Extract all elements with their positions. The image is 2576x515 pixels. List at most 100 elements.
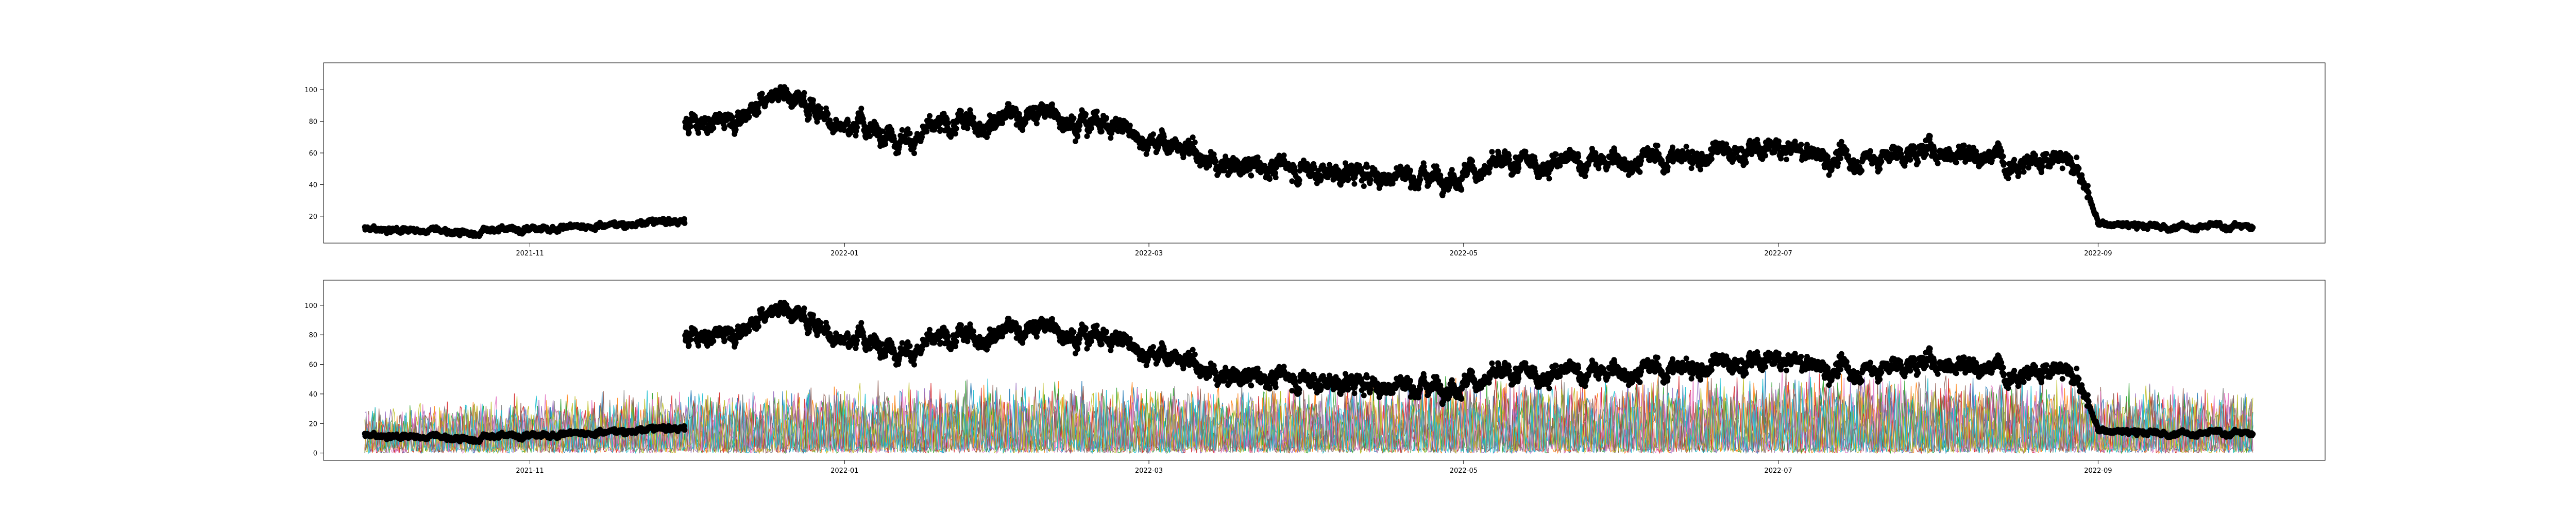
- top-data-point: [1698, 166, 1704, 173]
- top-data-point: [958, 108, 964, 114]
- top-data-point: [2059, 165, 2065, 171]
- top-data-point: [945, 120, 951, 126]
- top-data-point: [1867, 148, 1873, 154]
- top-data-point: [2005, 175, 2011, 181]
- top-data-point: [907, 130, 913, 136]
- top-data-point: [688, 124, 694, 129]
- x-tick-label: 2022-01: [831, 250, 858, 258]
- top-data-point: [825, 111, 831, 117]
- top-data-point: [1407, 167, 1413, 174]
- top-data-point: [1776, 138, 1782, 144]
- top-data-point: [746, 114, 752, 120]
- top-data-point: [806, 112, 812, 118]
- top-data-point: [841, 127, 847, 133]
- top-data-point: [999, 120, 1005, 126]
- top-data-point: [1255, 154, 1261, 160]
- top-data-point: [927, 113, 933, 119]
- top-data-point: [1907, 157, 1913, 163]
- top-data-point: [1449, 167, 1455, 173]
- top-data-point: [1637, 169, 1643, 175]
- top-data-point: [1708, 156, 1715, 162]
- top-data-point: [1878, 159, 1885, 165]
- top-data-point: [1665, 164, 1671, 170]
- top-data-point: [953, 131, 959, 137]
- top-data-point: [710, 125, 717, 131]
- top-scatter-points: [362, 84, 2256, 239]
- top-data-point: [1762, 152, 1769, 159]
- y-tick-label: 20: [309, 213, 317, 221]
- top-data-point: [883, 141, 889, 147]
- top-data-point: [1364, 164, 1370, 170]
- top-data-point: [1150, 131, 1156, 138]
- top-data-point: [971, 114, 977, 121]
- top-data-point: [2076, 165, 2082, 171]
- top-data-point: [1459, 187, 1465, 193]
- top-data-point: [1838, 156, 1844, 162]
- top-data-point: [2016, 170, 2022, 176]
- top-data-point: [1094, 108, 1100, 114]
- top-data-point: [854, 124, 860, 130]
- top-data-point: [2250, 225, 2256, 231]
- top-data-point: [1877, 166, 1883, 172]
- top-data-point: [2000, 153, 2006, 160]
- top-data-point: [1553, 151, 1559, 157]
- top-data-point: [1212, 158, 1218, 164]
- top-data-point: [1190, 134, 1196, 141]
- top-data-point: [1281, 152, 1287, 159]
- top-data-point: [1669, 144, 1675, 150]
- x-tick-label: 2022-09: [2084, 250, 2112, 258]
- top-data-point: [1825, 153, 1831, 160]
- x-tick-label: 2022-05: [1450, 250, 1478, 258]
- y-tick-label: 80: [309, 118, 317, 126]
- top-data-point: [1516, 165, 1522, 171]
- top-data-point: [1104, 115, 1109, 121]
- top-data-point: [1088, 125, 1094, 131]
- top-data-point: [1345, 176, 1351, 182]
- top-data-point: [1961, 142, 1967, 148]
- top-data-point: [1127, 123, 1133, 129]
- top-data-point: [899, 127, 905, 133]
- top-data-point: [1192, 139, 1198, 145]
- top-data-point: [924, 129, 930, 135]
- top-data-point: [2074, 154, 2080, 161]
- top-data-point: [1033, 121, 1040, 127]
- top-data-point: [2001, 160, 2007, 166]
- top-data-point: [1489, 149, 1495, 155]
- top-data-point: [905, 126, 911, 132]
- top-data-point: [1546, 176, 1552, 182]
- y-tick-label: 100: [304, 87, 317, 94]
- top-data-point: [1743, 160, 1749, 166]
- top-data-point: [722, 124, 727, 130]
- y-tick-label: 60: [309, 150, 317, 158]
- top-data-point: [1784, 157, 1789, 163]
- top-data-point: [953, 126, 959, 132]
- top-data-point: [1108, 135, 1114, 141]
- top-data-point: [1417, 177, 1423, 183]
- top-data-point: [733, 127, 739, 133]
- top-data-point: [682, 220, 688, 226]
- top-data-point: [2084, 183, 2091, 189]
- top-data-point: [1683, 144, 1689, 150]
- top-data-point: [1077, 123, 1083, 129]
- top-data-point: [681, 216, 687, 222]
- top-data-point: [1935, 160, 1941, 166]
- top-data-point: [686, 129, 692, 135]
- top-data-point: [2021, 169, 2027, 175]
- top-data-point: [2038, 169, 2044, 176]
- top-data-point: [1267, 176, 1273, 182]
- top-data-point: [1273, 175, 1279, 181]
- top-data-point: [1098, 128, 1105, 134]
- top-data-point: [1368, 177, 1374, 183]
- top-data-point: [879, 128, 886, 134]
- top-data-point: [853, 132, 859, 139]
- top-data-point: [801, 90, 807, 96]
- top-data-point: [1082, 111, 1089, 117]
- top-data-point: [1688, 165, 1694, 171]
- top-data-point: [2011, 157, 2018, 163]
- top-data-point: [911, 150, 917, 157]
- top-data-point: [807, 107, 813, 113]
